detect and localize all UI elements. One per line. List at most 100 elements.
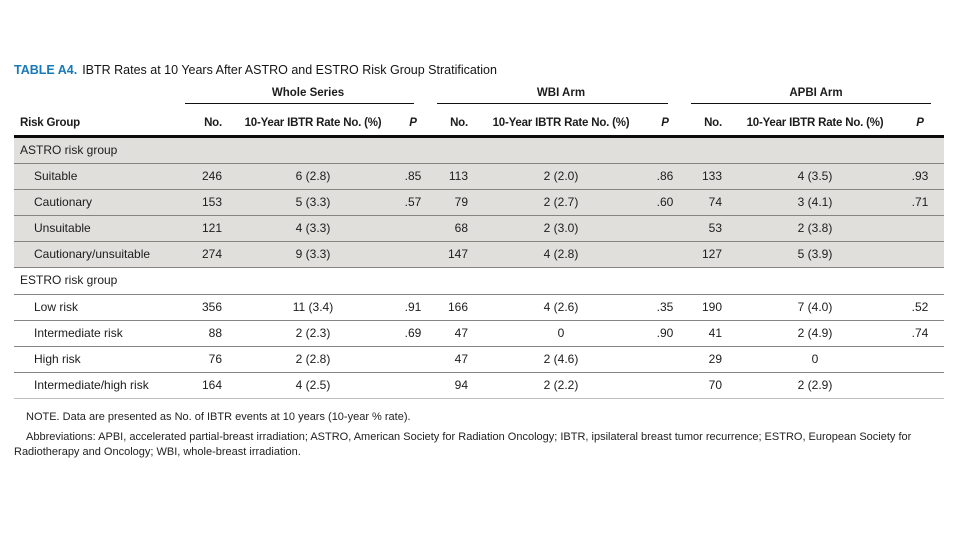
table-row-cautionary: Cautionary 153 5 (3.3) .57 79 2 (2.7) .6…	[14, 189, 944, 217]
group-header-apbi-arm: APBI Arm	[688, 87, 944, 104]
cell-p-wbi: .86	[656, 168, 674, 183]
cell-rate-apbi: 0	[811, 352, 819, 366]
cell-rate-whole: 9 (3.3)	[295, 247, 331, 262]
column-header-no-wbi: No.	[450, 117, 468, 129]
table-row-unsuitable: Unsuitable 121 4 (3.3) 68 2 (3.0) 53 2 (…	[14, 216, 944, 243]
cell-no-wbi: 79	[454, 194, 468, 209]
cell-no-whole: 164	[201, 378, 222, 393]
section-row-astro: ASTRO risk group	[14, 137, 944, 164]
cell-rate-apbi: 2 (3.8)	[797, 221, 833, 236]
cell-p-wbi: .35	[656, 299, 674, 314]
cell-p-whole: .57	[404, 194, 422, 209]
cell-rate-apbi: 4 (3.5)	[797, 168, 833, 183]
cell-p-apbi: .93	[911, 168, 929, 183]
cell-p-apbi: .71	[911, 194, 929, 209]
column-header-rate-wbi: 10-Year IBTR Rate No. (%)	[492, 117, 630, 129]
cell-rate-apbi: 7 (4.0)	[797, 299, 833, 314]
cell-rate-apbi: 2 (4.9)	[797, 325, 833, 340]
cell-no-wbi: 113	[448, 168, 468, 183]
cell-no-whole: 274	[201, 247, 222, 262]
row-label: Intermediate risk	[34, 325, 123, 340]
group-header-label: WBI Arm	[536, 87, 586, 99]
cell-rate-whole: 2 (2.3)	[295, 325, 331, 340]
group-header-whole-series: Whole Series	[182, 87, 434, 104]
cell-no-apbi: 190	[701, 299, 722, 314]
cell-no-whole: 356	[201, 299, 222, 314]
cell-rate-wbi: 0	[557, 325, 565, 340]
cell-no-apbi: 127	[701, 247, 722, 262]
cell-rate-wbi: 2 (3.0)	[543, 221, 579, 236]
cell-no-apbi: 133	[701, 168, 722, 183]
cell-no-wbi: 147	[447, 247, 468, 262]
cell-no-wbi: 94	[454, 378, 468, 393]
cell-rate-wbi: 2 (2.0)	[543, 168, 579, 183]
cell-rate-wbi: 2 (2.7)	[543, 194, 579, 209]
row-label: Suitable	[34, 168, 78, 183]
cell-rate-wbi: 2 (4.6)	[543, 352, 579, 366]
cell-p-whole	[392, 242, 434, 267]
row-label: Intermediate/high risk	[34, 378, 149, 393]
abbreviations-text: Abbreviations: APBI, accelerated partial…	[14, 431, 912, 459]
table-row-intermediate-high-risk: Intermediate/high risk 164 4 (2.5) 94 2 …	[14, 373, 944, 400]
cell-rate-whole: 2 (2.8)	[295, 352, 331, 366]
section-label: ASTRO risk group	[20, 142, 118, 157]
cell-no-apbi: 53	[708, 221, 722, 236]
cell-no-whole: 153	[201, 194, 222, 209]
cell-rate-wbi: 4 (2.6)	[543, 299, 579, 314]
table-row-low-risk: Low risk 356 11 (3.4) .91 166 4 (2.6) .3…	[14, 295, 944, 321]
cell-no-wbi: 68	[454, 221, 468, 236]
table-row-intermediate-risk: Intermediate risk 88 2 (2.3) .69 47 0 .9…	[14, 321, 944, 347]
cell-p-wbi: .90	[656, 325, 674, 340]
group-header-label: Whole Series	[271, 87, 345, 99]
note-text: NOTE. Data are presented as No. of IBTR …	[26, 411, 411, 424]
row-label: Cautionary	[34, 194, 93, 209]
cell-no-whole: 121	[201, 221, 222, 236]
table-row-high-risk: High risk 76 2 (2.8) 47 2 (4.6) 29 0	[14, 347, 944, 374]
cell-p-wbi	[642, 242, 688, 267]
row-label: Unsuitable	[34, 221, 91, 236]
cell-p-apbi	[896, 347, 944, 372]
column-group-header-row: Whole Series WBI Arm APBI Arm	[14, 87, 944, 104]
column-header-risk-group: Risk Group	[20, 117, 80, 129]
section-row-estro: ESTRO risk group	[14, 268, 944, 295]
cell-rate-whole: 5 (3.3)	[295, 194, 331, 209]
cell-rate-wbi: 2 (2.2)	[543, 378, 579, 393]
cell-p-apbi	[896, 373, 944, 398]
cell-p-apbi	[896, 242, 944, 267]
cell-rate-whole: 4 (3.3)	[295, 221, 331, 236]
cell-p-whole: .69	[404, 325, 422, 340]
cell-rate-whole: 11 (3.4)	[292, 299, 334, 314]
cell-p-whole	[392, 373, 434, 398]
cell-rate-apbi: 2 (2.9)	[797, 378, 833, 393]
column-header-p-apbi: P	[916, 117, 924, 129]
table-footnotes: NOTE. Data are presented as No. of IBTR …	[14, 410, 944, 460]
cell-rate-apbi: 3 (4.1)	[797, 194, 833, 209]
cell-p-whole	[392, 347, 434, 372]
row-label: Low risk	[34, 299, 79, 314]
row-label: Cautionary/unsuitable	[34, 247, 151, 262]
cell-p-apbi: .52	[911, 299, 929, 314]
header-rule	[14, 135, 944, 138]
table-caption: IBTR Rates at 10 Years After ASTRO and E…	[82, 63, 497, 77]
cell-no-wbi: 166	[447, 299, 468, 314]
cell-no-apbi: 70	[708, 378, 722, 393]
cell-p-whole	[392, 216, 434, 241]
cell-no-wbi: 47	[454, 325, 468, 340]
cell-no-apbi: 29	[708, 352, 722, 366]
column-header-no-whole: No.	[204, 117, 222, 129]
table-title: TABLE A4. IBTR Rates at 10 Years After AS…	[14, 62, 944, 78]
cell-no-whole: 88	[208, 325, 222, 340]
cell-rate-whole: 6 (2.8)	[295, 168, 331, 183]
cell-no-whole: 246	[201, 168, 222, 183]
cell-p-wbi	[642, 347, 688, 372]
table-number-label: TABLE A4.	[14, 63, 78, 77]
table-row-cautionary-unsuitable: Cautionary/unsuitable 274 9 (3.3) 147 4 …	[14, 242, 944, 269]
column-header-row: Risk Group No. 10-Year IBTR Rate No. (%)…	[14, 104, 944, 135]
cell-rate-whole: 4 (2.5)	[295, 378, 331, 393]
cell-p-whole: .91	[404, 299, 422, 314]
column-header-rate-whole: 10-Year IBTR Rate No. (%)	[244, 117, 382, 129]
row-label: High risk	[34, 352, 81, 366]
table-row-suitable: Suitable 246 6 (2.8) .85 113 2 (2.0) .86…	[14, 163, 944, 190]
column-header-p-wbi: P	[661, 117, 669, 129]
